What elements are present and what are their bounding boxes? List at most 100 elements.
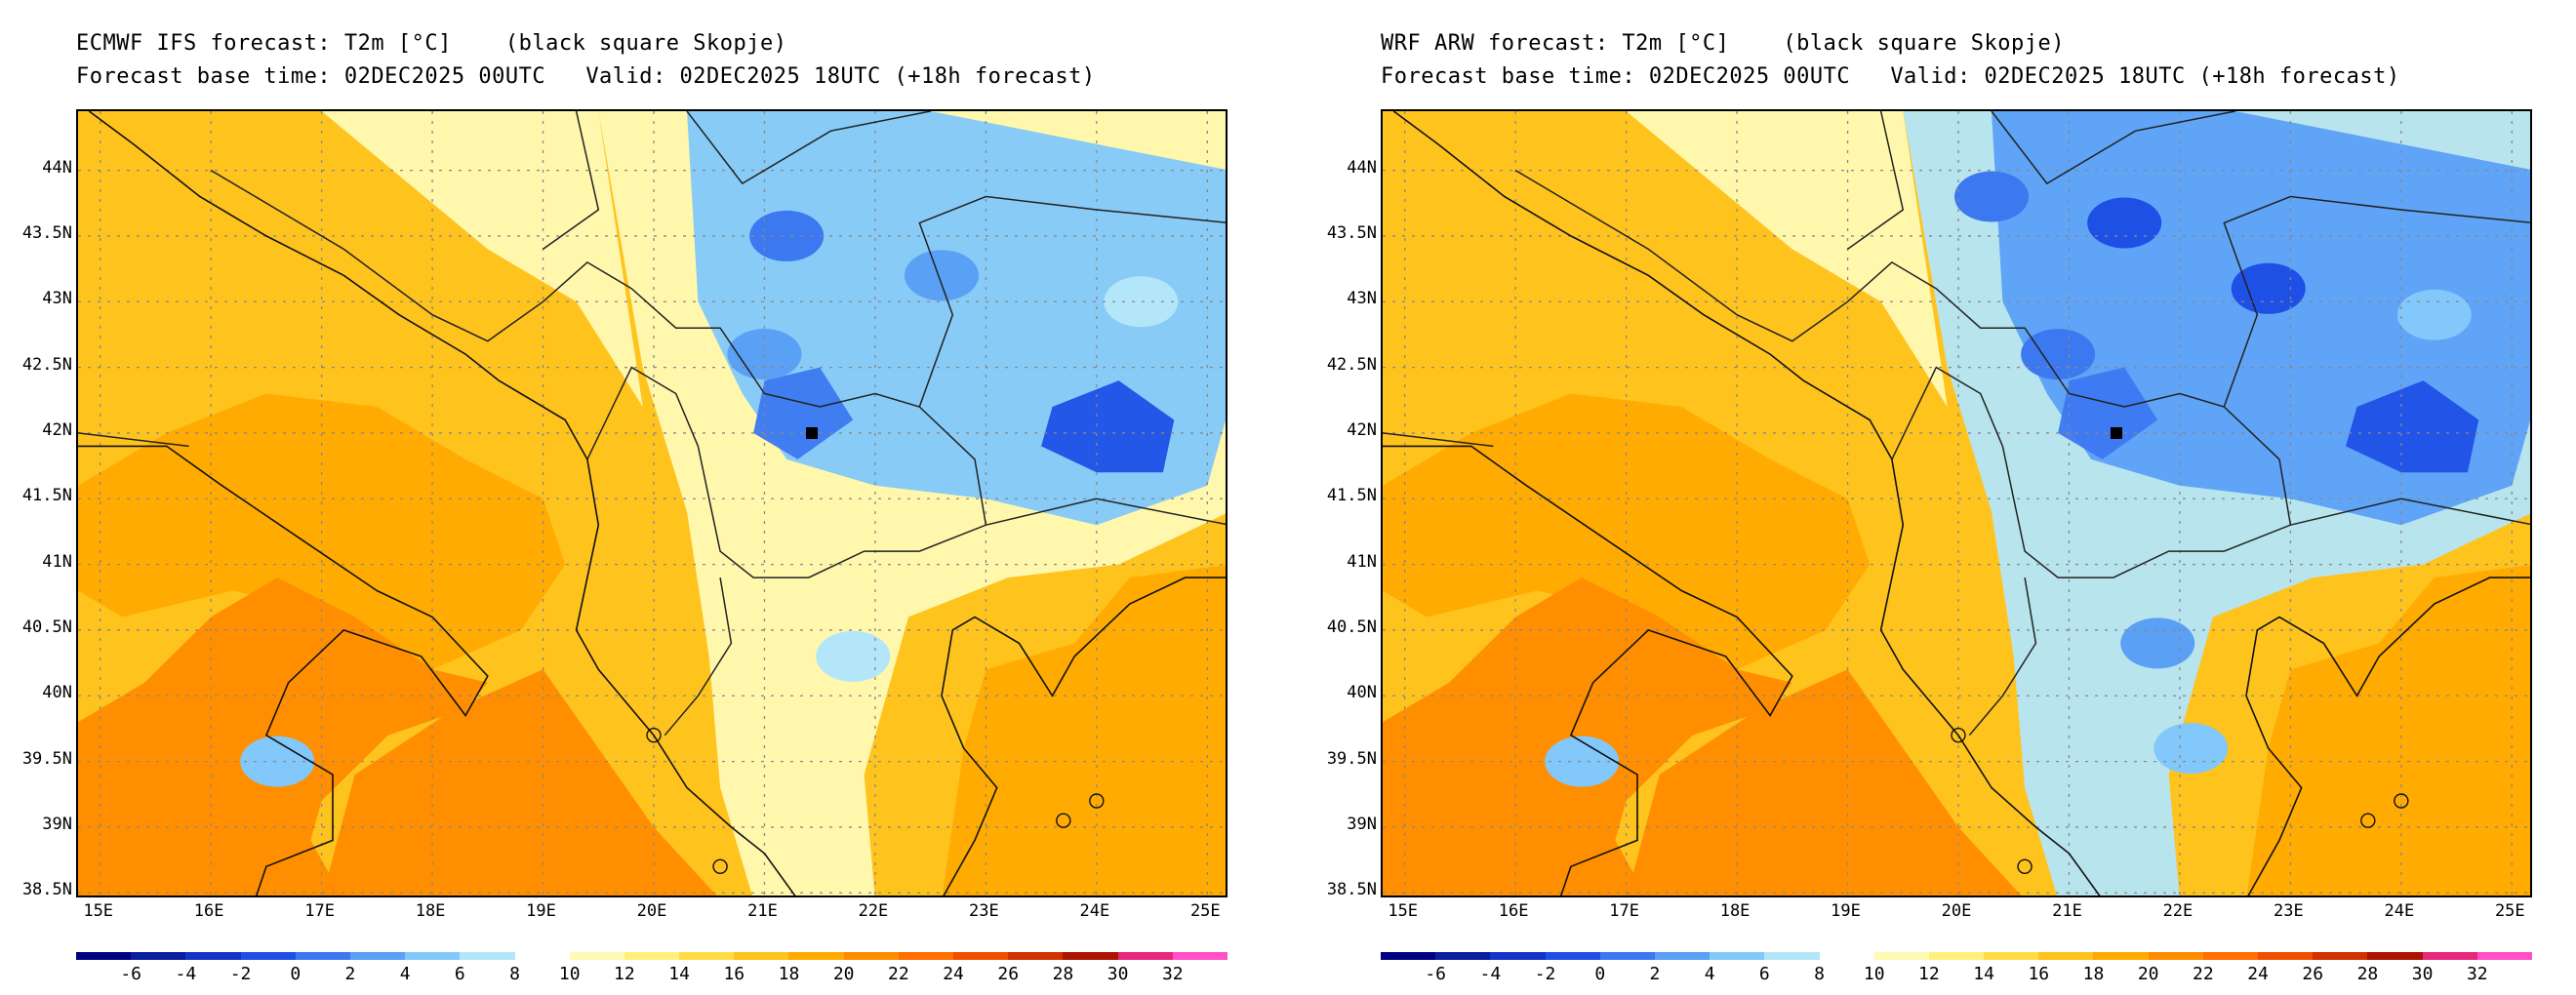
island-outline [646, 727, 662, 743]
colorbar-tick-label: 24 [2247, 964, 2269, 984]
colorbar-tick-label: 4 [1704, 964, 1715, 984]
latitude-label: 41N [42, 551, 72, 572]
temperature-patch [2087, 197, 2162, 249]
latitude-label: 42.5N [1326, 354, 1377, 375]
ecmwf-panel: ECMWF IFS forecast: T2m [°C] (black squa… [21, 31, 1228, 984]
colorbar-swatch [624, 952, 680, 960]
aegean-warm-region [2246, 565, 2530, 896]
colorbar-swatch [2258, 952, 2314, 960]
latitude-label: 42N [1347, 419, 1377, 440]
coldest-region [1041, 380, 1175, 473]
temperature-patch [905, 250, 979, 301]
latitude-label: 41.5N [1326, 486, 1377, 506]
longitude-label: 15E [83, 901, 114, 921]
colorbar-tick-label: 12 [614, 964, 635, 984]
colorbar-tick-label: 30 [1107, 964, 1129, 984]
longitude-label: 19E [1831, 901, 1861, 921]
temperature-patch [2120, 617, 2195, 669]
colorbar-tick-label: -6 [1425, 964, 1447, 984]
longitude-label: 19E [526, 901, 556, 921]
country-border [586, 366, 700, 460]
colorbar-tick-label: 28 [1052, 964, 1074, 984]
colorbar-swatch [843, 952, 899, 960]
ecmwf-temperature-map [76, 109, 1228, 897]
latitude-label: 41.5N [21, 486, 72, 506]
colorbar-swatch [569, 952, 624, 960]
colorbar-swatch [1819, 952, 1874, 960]
colorbar-swatch [679, 952, 735, 960]
colorbar-tick-label: 8 [1814, 964, 1825, 984]
latitude-label: 39N [1347, 814, 1377, 834]
colorbar-swatch [1984, 952, 2039, 960]
island-outline [712, 858, 728, 875]
temperature-patch [749, 210, 825, 261]
latitude-label: 40N [1347, 683, 1377, 703]
colorbar-tick-label: -2 [1534, 964, 1556, 984]
colorbar-tick-label: 12 [1918, 964, 1940, 984]
panel-subtitle: Forecast base time: 02DEC2025 00UTC Vali… [1381, 64, 2400, 89]
coldest-region [2346, 380, 2479, 473]
colorbar-tick-label: 10 [558, 964, 581, 984]
colorbar [76, 952, 1228, 960]
longitude-label: 16E [1498, 901, 1529, 921]
longitude-label: 25E [2494, 901, 2525, 921]
colorbar-swatch [1063, 952, 1118, 960]
temperature-patch [1545, 736, 1620, 787]
colorbar-tick-label: 20 [832, 964, 855, 984]
longitude-label: 15E [1388, 901, 1419, 921]
colorbar-swatch [1008, 952, 1064, 960]
coastline [2245, 577, 2530, 896]
colorbar-tick-label: 32 [1161, 964, 1184, 984]
colorbar-tick-label: 32 [2466, 964, 2488, 984]
skopje-marker [2111, 426, 2123, 439]
latitude-label: 40.5N [1326, 617, 1377, 637]
colorbar-swatch [1490, 952, 1546, 960]
cold-macedonia-region [2058, 367, 2158, 459]
cool-northwest-region [1626, 111, 1948, 407]
colorbar-swatch [2038, 952, 2094, 960]
colorbar-tick-label: 22 [2193, 964, 2214, 984]
colorbar-swatch [295, 952, 350, 960]
ionian-warm-region [1627, 669, 2022, 896]
colorbar-swatch [898, 952, 953, 960]
colorbar-swatch [1117, 952, 1173, 960]
colorbar-tick-label: 4 [399, 964, 411, 984]
country-border [918, 195, 1226, 408]
island-outline [2394, 793, 2409, 809]
country-border [78, 432, 189, 448]
colorbar-tick-label: 2 [344, 964, 356, 984]
colorbar-tick-label: 18 [2082, 964, 2105, 984]
latitude-label: 39N [42, 814, 72, 834]
temperature-patch [317, 473, 392, 525]
colorbar-tick-label: 14 [668, 964, 690, 984]
colorbar-swatch [1873, 952, 1929, 960]
colorbar-swatch [2367, 952, 2423, 960]
cold-macedonia-region [753, 367, 854, 459]
longitude-label: 17E [1609, 901, 1639, 921]
colorbar-swatch [76, 952, 132, 960]
temperature-patch [1954, 171, 2030, 222]
colorbar-tick-label: 6 [1758, 964, 1770, 984]
panel-title: WRF ARW forecast: T2m [°C] (black square… [1381, 31, 2066, 56]
longitude-label: 22E [2162, 901, 2194, 921]
latitude-label: 39.5N [21, 748, 72, 769]
country-border [2290, 498, 2530, 526]
temperature-patch [1104, 276, 1179, 328]
latitude-label: 38.5N [21, 880, 72, 900]
latitude-label: 43N [42, 289, 72, 309]
colorbar-tick-label: 24 [943, 964, 964, 984]
colorbar-tick-label: 30 [2411, 964, 2434, 984]
temperature-patch [240, 736, 315, 787]
country-border [1991, 111, 2235, 185]
colorbar-tick-label: -4 [175, 964, 197, 984]
colorbar-tick-label: 8 [509, 964, 520, 984]
coastline [941, 577, 1226, 896]
colorbar-swatch [1172, 952, 1228, 960]
colorbar-swatch [240, 952, 296, 960]
colorbar-tick-label: -6 [120, 964, 142, 984]
latitude-label: 42N [42, 419, 72, 440]
country-border [543, 111, 600, 251]
colorbar-tick-label: 16 [723, 964, 745, 984]
colorbar-tick-label: 18 [778, 964, 800, 984]
longitude-label: 23E [969, 901, 999, 921]
